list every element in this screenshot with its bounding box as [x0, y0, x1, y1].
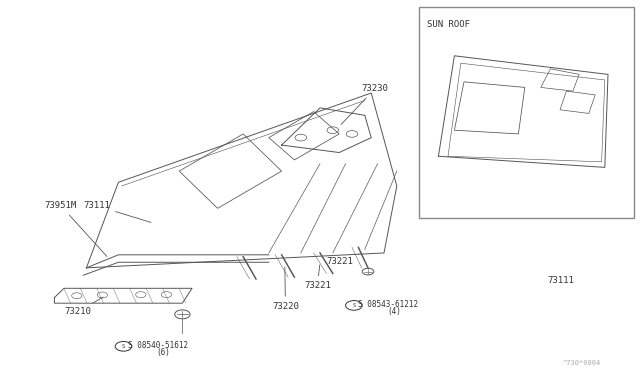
Text: 73230: 73230	[341, 84, 388, 125]
Text: 73111: 73111	[547, 276, 574, 285]
Text: (6): (6)	[157, 348, 171, 357]
Text: 73111: 73111	[83, 201, 151, 222]
Text: S: S	[352, 303, 356, 308]
Text: 73221: 73221	[326, 254, 359, 266]
Text: S 08543-61212: S 08543-61212	[358, 300, 419, 309]
Text: S: S	[122, 344, 125, 349]
Text: ^730*0004: ^730*0004	[563, 360, 602, 366]
Text: (4): (4)	[387, 307, 401, 316]
Text: SUN ROOF: SUN ROOF	[427, 20, 470, 29]
Text: 73210: 73210	[64, 297, 103, 316]
Text: S 08540-51612: S 08540-51612	[128, 341, 188, 350]
Text: 73220: 73220	[272, 267, 299, 311]
Text: 73951M: 73951M	[45, 201, 107, 256]
Text: 73221: 73221	[304, 265, 331, 290]
Bar	[419, 7, 634, 218]
